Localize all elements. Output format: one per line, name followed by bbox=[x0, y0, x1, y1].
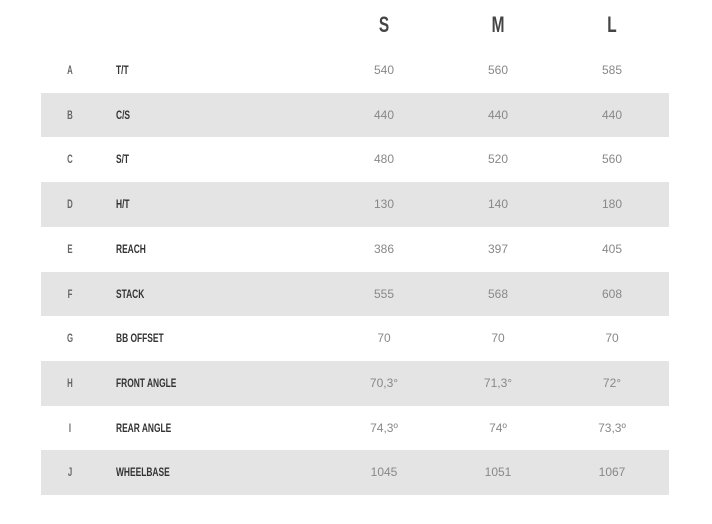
row-value-m: 560 bbox=[487, 63, 509, 77]
row-value-l: 440 bbox=[601, 107, 623, 122]
row-value-s: 440 bbox=[373, 107, 395, 122]
row-value-m: 140 bbox=[487, 197, 509, 212]
table-row: C S/T 480 520 560 bbox=[41, 137, 669, 182]
row-label: H/T bbox=[116, 197, 130, 212]
row-value-m: 520 bbox=[487, 152, 509, 167]
row-label: STACK bbox=[116, 286, 145, 301]
row-label: S/T bbox=[116, 152, 130, 167]
table-row: B C/S 440 440 440 bbox=[41, 92, 669, 138]
row-value-l: 72° bbox=[602, 375, 622, 390]
row-value-m: 71,3° bbox=[483, 375, 513, 390]
table-row: H FRONT ANGLE 70,3° 71,3° 72° bbox=[41, 360, 669, 406]
row-value-m: 397 bbox=[487, 241, 509, 256]
row-letter: J bbox=[67, 465, 73, 480]
row-label: REAR ANGLE bbox=[116, 420, 172, 435]
row-letter: C bbox=[67, 152, 73, 167]
size-header-l: L bbox=[607, 12, 617, 37]
row-label: T/T bbox=[116, 63, 129, 77]
row-value-l: 560 bbox=[601, 152, 623, 167]
row-letter: D bbox=[67, 197, 73, 212]
row-value-s: 555 bbox=[373, 286, 395, 301]
row-value-l: 70 bbox=[605, 331, 619, 346]
size-header-row: S M L bbox=[41, 0, 669, 48]
row-value-s: 70,3° bbox=[369, 375, 399, 390]
row-letter: F bbox=[67, 286, 73, 301]
size-header-s: S bbox=[378, 12, 390, 37]
row-label: FRONT ANGLE bbox=[116, 375, 177, 390]
table-row: E REACH 386 397 405 bbox=[41, 227, 669, 272]
row-letter: E bbox=[67, 241, 73, 256]
table-row: F STACK 555 568 608 bbox=[41, 271, 669, 317]
table-row: I REAR ANGLE 74,3º 74º 73,3º bbox=[41, 406, 669, 451]
row-label: BB OFFSET bbox=[116, 331, 164, 346]
row-value-s: 480 bbox=[373, 152, 395, 167]
row-letter: G bbox=[66, 331, 74, 346]
row-value-m: 568 bbox=[487, 286, 509, 301]
row-value-s: 74,3º bbox=[370, 420, 398, 435]
row-value-l: 608 bbox=[601, 286, 623, 301]
row-value-m: 440 bbox=[487, 107, 509, 122]
row-value-l: 1067 bbox=[598, 465, 626, 480]
row-letter: H bbox=[67, 375, 73, 390]
table-row: D H/T 130 140 180 bbox=[41, 182, 669, 227]
row-letter: A bbox=[67, 63, 73, 77]
table-row: G BB OFFSET 70 70 70 bbox=[41, 316, 669, 361]
row-value-s: 70 bbox=[377, 331, 391, 346]
row-label: WHEELBASE bbox=[116, 465, 170, 480]
row-letter: B bbox=[67, 107, 73, 122]
row-value-m: 70 bbox=[491, 331, 505, 346]
row-value-s: 130 bbox=[373, 197, 395, 212]
table-row: J WHEELBASE 1045 1051 1067 bbox=[41, 450, 669, 495]
row-value-m: 1051 bbox=[484, 465, 512, 480]
size-header-m: M bbox=[491, 12, 505, 37]
row-value-m: 74º bbox=[489, 420, 507, 435]
table-row: A T/T 540 560 585 bbox=[41, 48, 669, 93]
row-value-s: 386 bbox=[373, 241, 395, 256]
row-value-l: 405 bbox=[601, 241, 623, 256]
row-label: C/S bbox=[116, 107, 131, 122]
row-label: REACH bbox=[116, 241, 146, 256]
row-letter: I bbox=[68, 420, 72, 435]
row-value-l: 180 bbox=[601, 197, 623, 212]
row-value-l: 73,3º bbox=[598, 420, 626, 435]
row-value-s: 540 bbox=[373, 63, 395, 77]
row-value-l: 585 bbox=[601, 63, 623, 77]
row-value-s: 1045 bbox=[370, 465, 398, 480]
